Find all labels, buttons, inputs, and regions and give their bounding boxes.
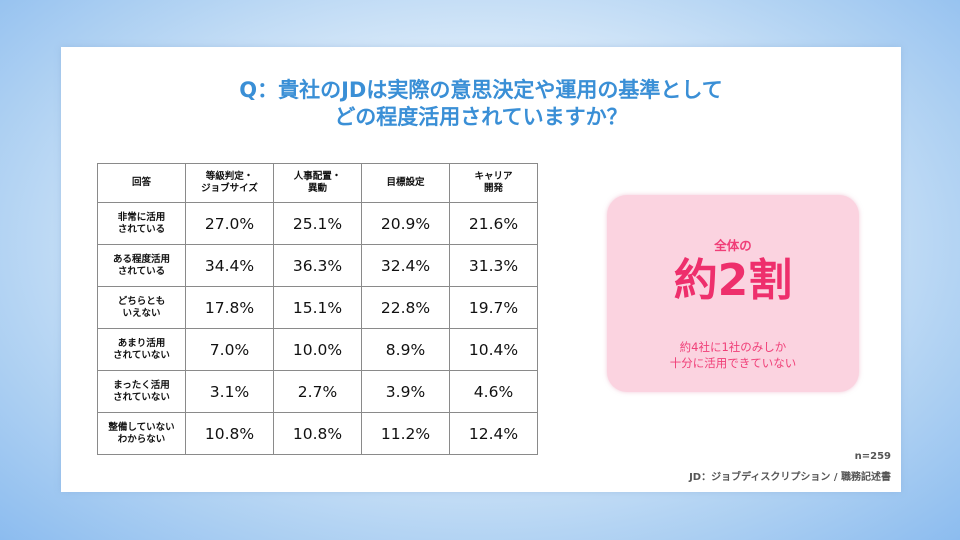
callout-description-line-2: 十分に活用できていない (669, 356, 797, 370)
column-header: キャリア 開発 (449, 163, 538, 203)
summary-callout: 全体の 約2割 約4社に1社のみしか 十分に活用できていない (607, 195, 859, 392)
table-cell-value: 15.1% (273, 286, 362, 329)
column-header-line: 等級判定・ (205, 171, 254, 182)
callout-description-line-1: 約4社に1社のみしか (679, 340, 787, 354)
row-label-line: わからない (117, 433, 166, 445)
table-cell-value: 10.0% (273, 328, 362, 371)
table-cell-value: 31.3% (449, 244, 538, 287)
table-cell-value: 10.8% (185, 412, 274, 455)
column-header: 回答 (97, 163, 186, 203)
column-header-line: 人事配置・ (293, 171, 342, 182)
table-cell-value: 3.1% (185, 370, 274, 413)
callout-description: 約4社に1社のみしか 十分に活用できていない (607, 339, 859, 371)
table-cell-value: 19.7% (449, 286, 538, 329)
table-cell-value: 3.9% (361, 370, 450, 413)
table-cell-value: 2.7% (273, 370, 362, 413)
column-header-line: 目標設定 (386, 177, 425, 188)
table-row: 非常に活用 されている 27.0% 25.1% 20.9% 21.6% (97, 202, 538, 245)
sample-size: n=259 (854, 451, 891, 462)
results-table: 回答 等級判定・ ジョブサイズ 人事配置・ 異動 目標設定 キャリア 開発 非常に活用 されてい… (97, 163, 538, 455)
row-label: 整備していない わからない (97, 412, 186, 455)
table-cell-value: 32.4% (361, 244, 450, 287)
table-cell-value: 11.2% (361, 412, 450, 455)
column-header-line: 開発 (483, 183, 503, 194)
row-label: あまり活用 されていない (97, 328, 186, 371)
column-header-line: キャリア (474, 171, 513, 182)
row-label: まったく活用 されていない (97, 370, 186, 413)
column-header-line: ジョブサイズ (201, 183, 258, 194)
table-row: まったく活用 されていない 3.1% 2.7% 3.9% 4.6% (97, 370, 538, 413)
table-cell-value: 10.8% (273, 412, 362, 455)
page-title: Q：貴社のJDは実際の意思決定や運用の基準として どの程度活用されていますか？ (61, 77, 901, 131)
table-cell-value: 17.8% (185, 286, 274, 329)
row-label: どちらとも いえない (97, 286, 186, 329)
table-body: 非常に活用 されている 27.0% 25.1% 20.9% 21.6% ある程度活用 されてい… (97, 202, 538, 455)
row-label-line: 整備していない (108, 421, 175, 433)
table-cell-value: 22.8% (361, 286, 450, 329)
table-cell-value: 4.6% (449, 370, 538, 413)
column-header-line: 異動 (307, 183, 327, 194)
column-header: 人事配置・ 異動 (273, 163, 362, 203)
slide-panel: Q：貴社のJDは実際の意思決定や運用の基準として どの程度活用されていますか？ … (61, 47, 901, 492)
table-cell-value: 21.6% (449, 202, 538, 245)
row-label-line: されている (117, 265, 166, 277)
table-cell-value: 8.9% (361, 328, 450, 371)
title-line-1: Q：貴社のJDは実際の意思決定や運用の基準として (239, 78, 723, 102)
table-cell-value: 27.0% (185, 202, 274, 245)
column-header: 目標設定 (361, 163, 450, 203)
table-row: 整備していない わからない 10.8% 10.8% 11.2% 12.4% (97, 412, 538, 455)
row-label-line: ある程度活用 (112, 253, 170, 265)
row-label-line: されている (117, 223, 166, 235)
row-label-line: いえない (122, 307, 161, 319)
row-label-line: どちらとも (117, 295, 166, 307)
title-line-2: どの程度活用されていますか？ (334, 105, 628, 129)
table-cell-value: 10.4% (449, 328, 538, 371)
table-cell-value: 36.3% (273, 244, 362, 287)
row-label: 非常に活用 されている (97, 202, 186, 245)
table-cell-value: 25.1% (273, 202, 362, 245)
row-label-line: あまり活用 (117, 337, 166, 349)
row-label: ある程度活用 されている (97, 244, 186, 287)
column-header-line: 回答 (131, 177, 151, 188)
column-header: 等級判定・ ジョブサイズ (185, 163, 274, 203)
table-row: ある程度活用 されている 34.4% 36.3% 32.4% 31.3% (97, 244, 538, 287)
callout-headline: 約2割 (673, 255, 793, 306)
table-cell-value: 20.9% (361, 202, 450, 245)
row-label-line: されていない (113, 391, 170, 403)
row-label-line: 非常に活用 (117, 211, 166, 223)
table-row: あまり活用 されていない 7.0% 10.0% 8.9% 10.4% (97, 328, 538, 371)
table-row: どちらとも いえない 17.8% 15.1% 22.8% 19.7% (97, 286, 538, 329)
footnote: JD：ジョブディスクリプション / 職務記述書 (689, 472, 891, 483)
table-cell-value: 12.4% (449, 412, 538, 455)
callout-caption: 全体の (714, 238, 752, 253)
table-cell-value: 34.4% (185, 244, 274, 287)
row-label-line: されていない (113, 349, 170, 361)
row-label-line: まったく活用 (113, 379, 170, 391)
table-cell-value: 7.0% (185, 328, 274, 371)
table-header-row: 回答 等級判定・ ジョブサイズ 人事配置・ 異動 目標設定 キャリア 開発 (97, 163, 538, 203)
